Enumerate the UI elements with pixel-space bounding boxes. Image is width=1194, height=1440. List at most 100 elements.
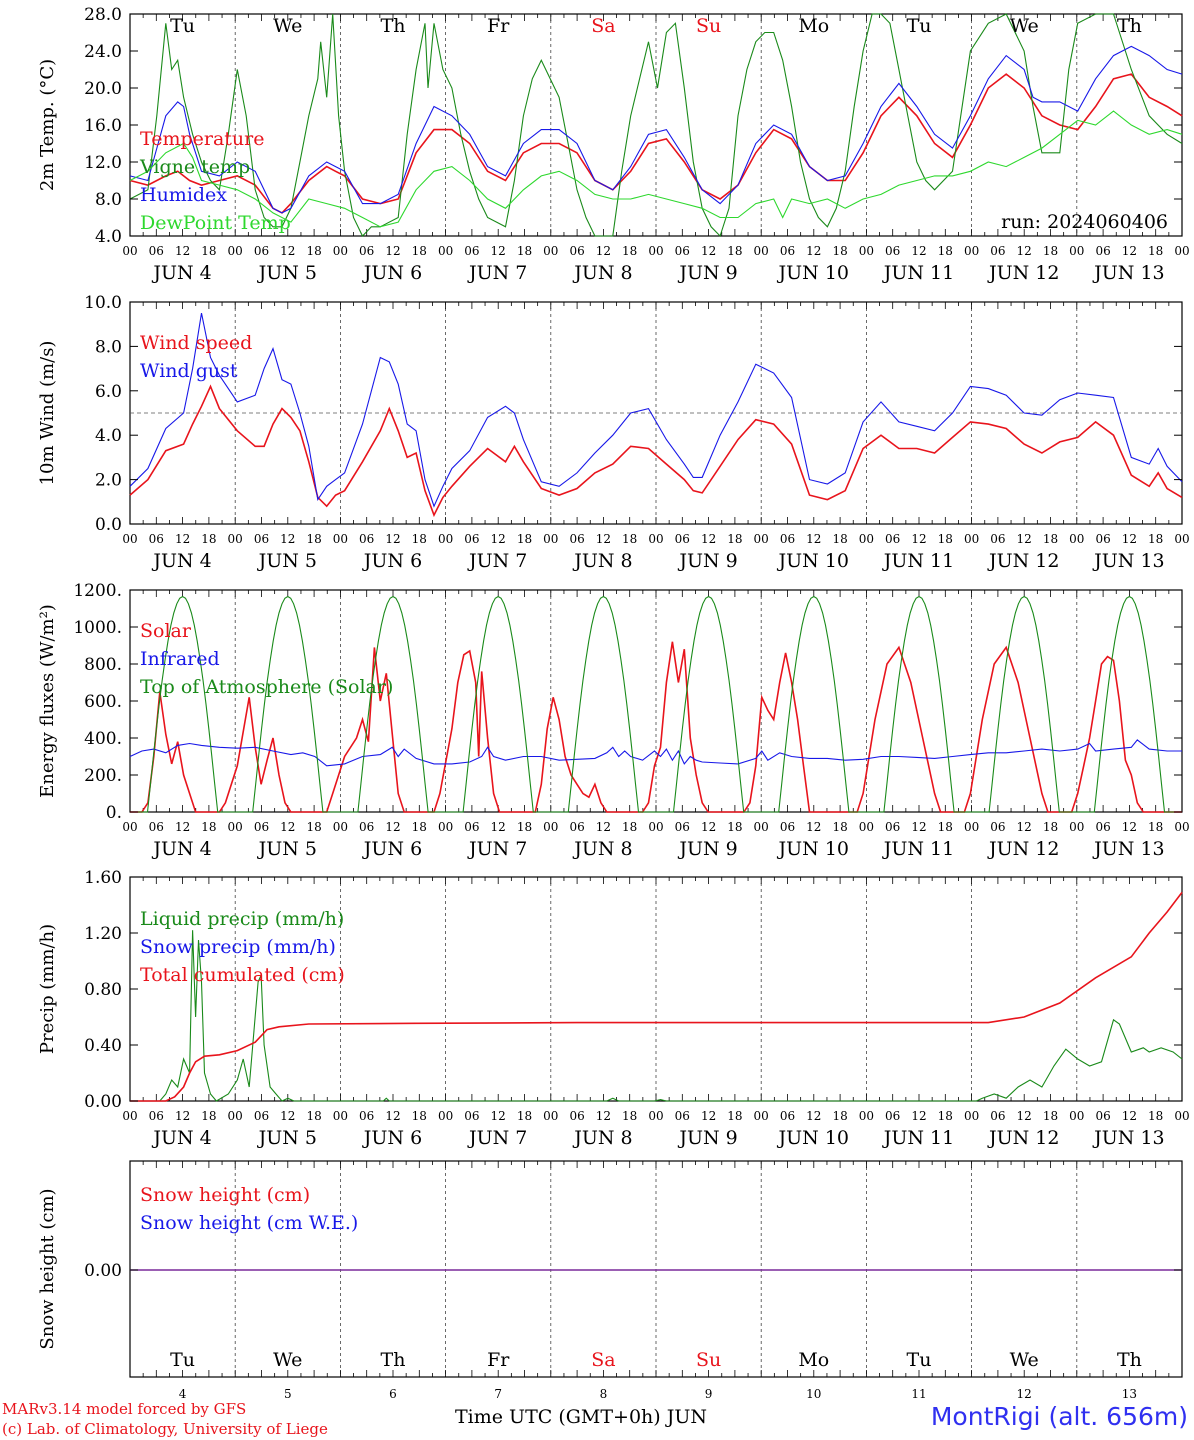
hour-tick-label: 06 bbox=[254, 532, 269, 546]
hour-tick-label: 00 bbox=[333, 532, 348, 546]
hour-tick-label: 00 bbox=[754, 532, 769, 546]
date-label: JUN 6 bbox=[362, 550, 422, 572]
y-tick-label: 800. bbox=[84, 655, 122, 675]
date-label: JUN 11 bbox=[882, 1127, 954, 1149]
hour-tick-label: 00 bbox=[1174, 820, 1189, 834]
legend-entry: Infrared bbox=[140, 648, 220, 670]
hour-tick-label: 00 bbox=[754, 1109, 769, 1123]
hour-tick-label: 18 bbox=[1043, 1109, 1058, 1123]
hour-tick-label: 12 bbox=[596, 244, 611, 258]
date-label: JUN 13 bbox=[1092, 550, 1164, 572]
hour-tick-label: 18 bbox=[201, 1109, 216, 1123]
hour-tick-label: 00 bbox=[228, 244, 243, 258]
hour-tick-label: 18 bbox=[622, 820, 637, 834]
date-label: JUN 9 bbox=[677, 550, 737, 572]
weekday-label: Tu bbox=[907, 1349, 932, 1371]
hour-tick-label: 12 bbox=[175, 532, 190, 546]
date-label: JUN 8 bbox=[572, 1127, 632, 1149]
hour-tick-label: 00 bbox=[122, 532, 137, 546]
hour-tick-label: 00 bbox=[333, 820, 348, 834]
y-tick-label: 0.40 bbox=[84, 1036, 122, 1056]
hour-tick-label: 18 bbox=[517, 1109, 532, 1123]
hour-tick-label: 06 bbox=[149, 820, 164, 834]
hour-tick-label: 18 bbox=[517, 244, 532, 258]
hour-tick-label: 06 bbox=[1095, 820, 1110, 834]
y-tick-label: 0.00 bbox=[84, 1092, 122, 1112]
hour-tick-label: 00 bbox=[754, 820, 769, 834]
hour-tick-label: 18 bbox=[938, 532, 953, 546]
y-tick-label: 16.0 bbox=[84, 116, 122, 136]
date-label: JUN 8 bbox=[572, 838, 632, 860]
hour-tick-label: 00 bbox=[1174, 532, 1189, 546]
hour-tick-label: 18 bbox=[1148, 244, 1163, 258]
hour-tick-label: 12 bbox=[911, 532, 926, 546]
date-label: JUN 7 bbox=[467, 838, 527, 860]
date-label: JUN 11 bbox=[882, 262, 954, 284]
hour-tick-label: 18 bbox=[622, 244, 637, 258]
weekday-label: We bbox=[273, 1349, 302, 1371]
hour-tick-label: 06 bbox=[885, 532, 900, 546]
hour-tick-label: 00 bbox=[648, 244, 663, 258]
date-label: JUN 4 bbox=[151, 262, 211, 284]
weekday-label: Su bbox=[696, 1349, 721, 1371]
hour-tick-label: 18 bbox=[201, 532, 216, 546]
hour-tick-label: 00 bbox=[333, 244, 348, 258]
hour-tick-label: 00 bbox=[964, 1109, 979, 1123]
date-label: JUN 9 bbox=[677, 262, 737, 284]
hour-tick-label: 18 bbox=[1043, 820, 1058, 834]
weekday-label: Th bbox=[1117, 15, 1142, 37]
hour-tick-label: 06 bbox=[885, 244, 900, 258]
date-label: JUN 6 bbox=[362, 838, 422, 860]
hour-tick-label: 00 bbox=[228, 532, 243, 546]
y-tick-label: 4.0 bbox=[95, 227, 122, 247]
hour-tick-label: 00 bbox=[859, 1109, 874, 1123]
hour-tick-label: 12 bbox=[1122, 532, 1137, 546]
y-tick-label: 8.0 bbox=[95, 190, 122, 210]
hour-tick-label: 12 bbox=[491, 1109, 506, 1123]
date-label: JUN 13 bbox=[1092, 1127, 1164, 1149]
hour-tick-label: 06 bbox=[675, 532, 690, 546]
hour-tick-label: 00 bbox=[1174, 1109, 1189, 1123]
date-label: JUN 11 bbox=[882, 550, 954, 572]
hour-tick-label: 18 bbox=[306, 1109, 321, 1123]
y-tick-label: 400. bbox=[84, 729, 122, 749]
weekday-label: We bbox=[273, 15, 302, 37]
hour-tick-label: 18 bbox=[938, 820, 953, 834]
hour-tick-label: 18 bbox=[306, 532, 321, 546]
hour-tick-label: 18 bbox=[727, 1109, 742, 1123]
hour-tick-label: 12 bbox=[911, 244, 926, 258]
hour-tick-label: 00 bbox=[122, 1109, 137, 1123]
legend-entry: Snow precip (mm/h) bbox=[140, 936, 336, 958]
hour-tick-label: 18 bbox=[727, 244, 742, 258]
hour-tick-label: 00 bbox=[754, 244, 769, 258]
hour-tick-label: 06 bbox=[359, 820, 374, 834]
y-tick-label: 0.0 bbox=[95, 515, 122, 535]
series-line-1 bbox=[129, 312, 1183, 508]
hour-tick-label: 18 bbox=[1043, 244, 1058, 258]
hour-tick-label: 12 bbox=[280, 532, 295, 546]
hour-tick-label: 12 bbox=[385, 244, 400, 258]
hour-tick-label: 06 bbox=[149, 532, 164, 546]
day-number: 12 bbox=[1017, 1387, 1032, 1401]
weekday-label: Th bbox=[1117, 1349, 1142, 1371]
hour-tick-label: 00 bbox=[648, 532, 663, 546]
weekday-label: We bbox=[1010, 1349, 1039, 1371]
hour-tick-label: 18 bbox=[727, 820, 742, 834]
legend-entry: Vigne temp bbox=[139, 156, 250, 178]
hour-tick-label: 06 bbox=[990, 1109, 1005, 1123]
hour-tick-label: 18 bbox=[412, 532, 427, 546]
y-tick-label: 4.0 bbox=[95, 426, 122, 446]
hour-tick-label: 06 bbox=[569, 820, 584, 834]
x-axis-title: Time UTC (GMT+0h) JUN bbox=[455, 1406, 707, 1428]
hour-tick-label: 12 bbox=[1017, 244, 1032, 258]
legend-entry: Liquid precip (mm/h) bbox=[140, 908, 344, 930]
series-line-0 bbox=[129, 384, 1183, 518]
series-line-2 bbox=[129, 45, 1183, 214]
date-label: JUN 4 bbox=[151, 1127, 211, 1149]
date-label: JUN 4 bbox=[151, 550, 211, 572]
date-label: JUN 8 bbox=[572, 550, 632, 572]
y-axis-label-0: 2m Temp. (°C) bbox=[37, 59, 58, 191]
date-label: JUN 10 bbox=[777, 838, 849, 860]
hour-tick-label: 12 bbox=[806, 244, 821, 258]
date-label: JUN 11 bbox=[882, 838, 954, 860]
